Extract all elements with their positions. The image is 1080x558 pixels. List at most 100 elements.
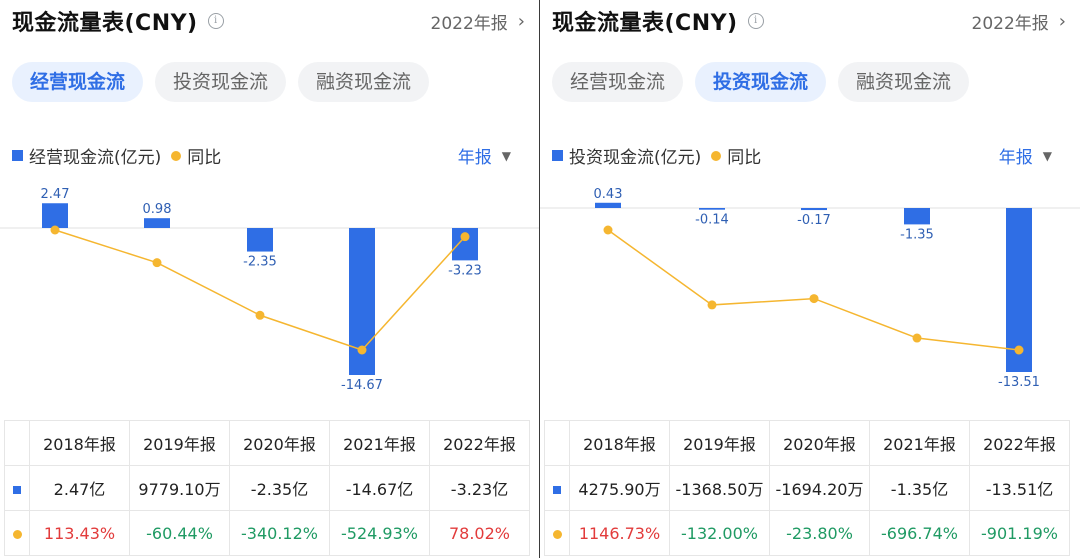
annual-dropdown[interactable]: 年报 ▼: [999, 143, 1052, 168]
cashflow-tabs: 经营现金流 投资现金流 融资现金流: [12, 62, 430, 102]
table-header: 2020年报: [769, 420, 870, 466]
bar-2019年报[interactable]: [144, 218, 170, 228]
bar-2019年报[interactable]: [699, 208, 725, 210]
yoy-point-2018年报[interactable]: [603, 225, 613, 235]
investing-cashflow-chart: 0.43 -0.14 -0.17 -1.35 -13.51: [540, 187, 1080, 390]
table-header-row: 2018年报 2019年报 2020年报 2021年报 2022年报: [544, 420, 1070, 466]
bar-2018年报[interactable]: [42, 203, 68, 228]
yoy-point-2022年报[interactable]: [1014, 345, 1024, 355]
table-header: 2018年报: [29, 420, 130, 466]
chart-legend: 经营现金流(亿元) 同比: [12, 143, 221, 168]
triangle-down-icon: ▼: [1042, 148, 1052, 163]
table-header-row: 2018年报 2019年报 2020年报 2021年报 2022年报: [4, 420, 530, 466]
period-selector[interactable]: 2022年报 ›: [972, 9, 1066, 34]
investing-data-table: 2018年报 2019年报 2020年报 2021年报 2022年报 4275.…: [544, 420, 1070, 556]
annual-label: 年报: [998, 148, 1033, 168]
bar-value-label: 0.43: [594, 187, 623, 202]
info-icon[interactable]: i: [207, 13, 224, 29]
yoy-point-2021年报[interactable]: [357, 345, 367, 355]
table-cell: 2.47亿: [29, 465, 130, 511]
operating-data-table: 2018年报 2019年报 2020年报 2021年报 2022年报 2.47亿…: [4, 420, 530, 556]
table-cell: 9779.10万: [129, 465, 230, 511]
table-cell: -1694.20万: [769, 465, 870, 511]
bar-value-label: -2.35: [243, 255, 277, 270]
yoy-cell: -696.74%: [869, 510, 970, 556]
bar-value-label: 0.98: [143, 202, 172, 217]
bar-2022年报[interactable]: [1006, 208, 1032, 372]
table-row-values: 2.47亿 9779.10万 -2.35亿 -14.67亿 -3.23亿: [4, 465, 530, 511]
bar-value-label: -14.67: [341, 378, 383, 393]
operating-cashflow-chart: 2.47 0.98 -2.35 -14.67 -3.23: [0, 187, 539, 393]
bar-value-label: -13.51: [998, 375, 1040, 390]
bar-value-label: -0.14: [695, 213, 729, 228]
table-cell: -13.51亿: [969, 465, 1070, 511]
yoy-cell: 78.02%: [429, 510, 530, 556]
legend-bar-label: 经营现金流(亿元): [29, 148, 162, 168]
table-cell: -14.67亿: [329, 465, 430, 511]
table-header: 2022年报: [969, 420, 1070, 466]
table-cell: 4275.90万: [569, 465, 670, 511]
yoy-point-2020年报[interactable]: [255, 310, 265, 320]
yoy-cell: -524.93%: [329, 510, 430, 556]
table-cell: -1.35亿: [869, 465, 970, 511]
yoy-point-2020年报[interactable]: [809, 294, 819, 304]
annual-dropdown[interactable]: 年报 ▼: [458, 143, 511, 168]
table-header: 2019年报: [129, 420, 230, 466]
chevron-right-icon: ›: [1058, 10, 1066, 32]
cashflow-panel-operating: 现金流量表(CNY) i 2022年报 › 经营现金流 投资现金流 融资现金流 …: [0, 0, 540, 558]
table-cell: -2.35亿: [229, 465, 330, 511]
chevron-right-icon: ›: [517, 10, 525, 32]
bar-marker: [544, 465, 570, 511]
yoy-point-2019年报[interactable]: [707, 300, 717, 310]
bar-value-label: -1.35: [900, 227, 934, 242]
table-cell: -1368.50万: [669, 465, 770, 511]
bar-2020年报[interactable]: [247, 228, 273, 252]
panel-header: 现金流量表(CNY) i 2022年报 ›: [552, 4, 1066, 38]
yoy-line: [607, 229, 1020, 351]
period-label: 2022年报: [430, 13, 508, 34]
tab-investing[interactable]: 投资现金流: [155, 62, 287, 102]
legend-line-label: 同比: [187, 148, 222, 168]
bar-marker: [4, 465, 30, 511]
yoy-point-2019年报[interactable]: [152, 258, 162, 268]
period-selector[interactable]: 2022年报 ›: [431, 9, 525, 34]
bar-2021年报[interactable]: [904, 208, 930, 225]
yoy-point-2022年报[interactable]: [460, 232, 470, 242]
info-icon[interactable]: i: [747, 13, 764, 29]
tab-financing[interactable]: 融资现金流: [298, 62, 430, 102]
yoy-cell: 113.43%: [29, 510, 130, 556]
yoy-point-2018年报[interactable]: [50, 225, 60, 235]
cashflow-panel-investing: 现金流量表(CNY) i 2022年报 › 经营现金流 投资现金流 融资现金流 …: [540, 0, 1080, 558]
yoy-point-2021年报[interactable]: [912, 333, 922, 343]
yoy-cell: -340.12%: [229, 510, 330, 556]
yoy-cell: -901.19%: [969, 510, 1070, 556]
line-marker: [4, 510, 30, 556]
table-row-yoy: 1146.73% -132.00% -23.80% -696.74% -901.…: [544, 510, 1070, 556]
line-marker: [544, 510, 570, 556]
table-row-values: 4275.90万 -1368.50万 -1694.20万 -1.35亿 -13.…: [544, 465, 1070, 511]
panel-header: 现金流量表(CNY) i 2022年报 ›: [12, 4, 525, 38]
panel-title: 现金流量表(CNY): [12, 11, 198, 36]
bar-2018年报[interactable]: [595, 202, 621, 208]
triangle-down-icon: ▼: [501, 148, 511, 163]
tab-operating[interactable]: 经营现金流: [552, 62, 684, 102]
bar-2020年报[interactable]: [801, 208, 827, 211]
table-header: 2020年报: [229, 420, 330, 466]
table-cell: -3.23亿: [429, 465, 530, 511]
tab-operating[interactable]: 经营现金流: [12, 62, 144, 102]
tab-investing[interactable]: 投资现金流: [695, 62, 827, 102]
table-header: 2019年报: [669, 420, 770, 466]
annual-label: 年报: [457, 148, 492, 168]
line-legend-swatch: [171, 150, 182, 161]
bar-value-label: 2.47: [41, 187, 70, 202]
yoy-cell: -132.00%: [669, 510, 770, 556]
panel-title: 现金流量表(CNY): [552, 11, 738, 36]
yoy-cell: -23.80%: [769, 510, 870, 556]
table-header: 2021年报: [869, 420, 970, 466]
chart-legend: 投资现金流(亿元) 同比: [552, 143, 761, 168]
period-label: 2022年报: [971, 13, 1049, 34]
yoy-cell: -60.44%: [129, 510, 230, 556]
table-corner: [544, 420, 570, 466]
table-corner: [4, 420, 30, 466]
tab-financing[interactable]: 融资现金流: [838, 62, 970, 102]
